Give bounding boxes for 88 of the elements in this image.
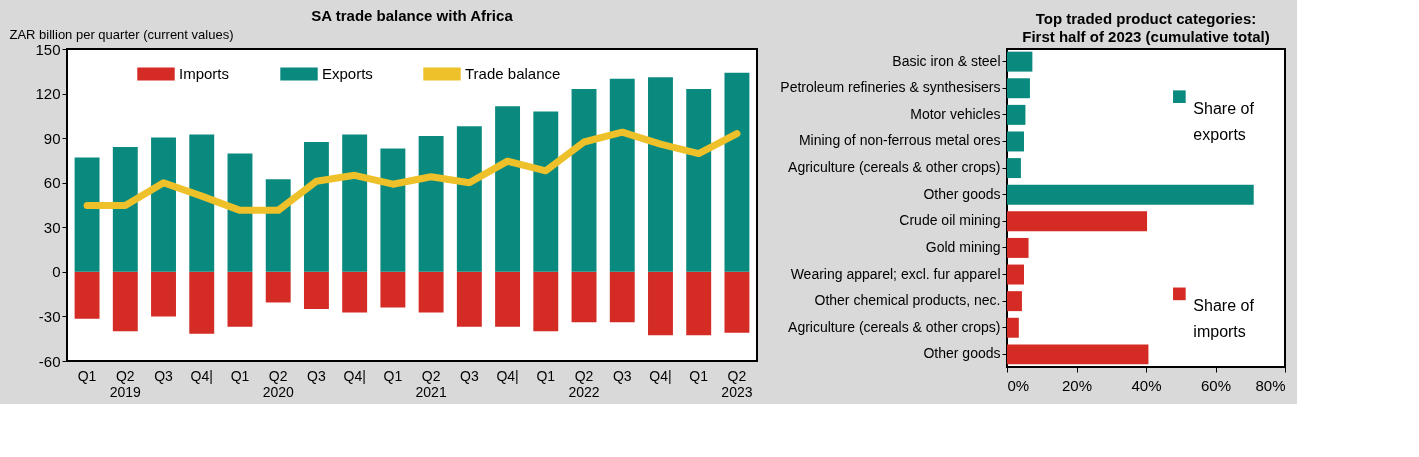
- bar: [74, 157, 100, 272]
- bar: [380, 148, 406, 272]
- bar: [648, 77, 673, 272]
- y-tick-label: Mining of non-ferrous metal ores: [798, 132, 1001, 149]
- bar: [265, 179, 291, 272]
- x-tick-label: Q1: [230, 367, 250, 384]
- legend-label: Trade balance: [465, 65, 561, 82]
- x-tick-label: Q2 2020: [262, 367, 294, 400]
- bar: [227, 271, 253, 327]
- x-tick-label: Q2 2021: [415, 367, 447, 400]
- x-tick-label: Q1: [536, 367, 556, 384]
- x-tick-label: Q3: [154, 367, 174, 384]
- x-tick-label: 0%: [1007, 376, 1030, 394]
- y-tick-label: 30: [43, 218, 61, 236]
- legend-label: Share of imports: [1193, 296, 1255, 340]
- y-tick-label: 60: [43, 174, 61, 192]
- bar: [648, 271, 673, 336]
- bar: [418, 136, 444, 272]
- y-tick-label: Other goods: [923, 185, 1001, 202]
- chart-title: SA trade balance with Africa: [311, 7, 514, 24]
- x-tick-label: Q2 2022: [568, 367, 600, 400]
- bar: [571, 89, 597, 272]
- y-tick-label: Agriculture (cereals & other crops): [788, 318, 1001, 335]
- bar: [609, 271, 635, 323]
- x-tick-label: Q4|: [496, 367, 519, 384]
- bar: [303, 271, 329, 309]
- bar: [227, 153, 253, 272]
- y-tick-label: Motor vehicles: [910, 105, 1001, 122]
- bar: [495, 106, 521, 272]
- y-tick-label: Other goods: [923, 345, 1001, 362]
- x-tick-label: 40%: [1131, 376, 1162, 394]
- y-tick-label: Wearing apparel; excl. fur apparel: [790, 265, 1001, 282]
- bar: [495, 271, 521, 327]
- x-tick-label: Q3: [612, 367, 632, 384]
- x-tick-label: Q2 2019: [109, 367, 142, 400]
- x-tick-label: Q1: [689, 367, 709, 384]
- x-tick-label: Q2 2023: [721, 367, 753, 400]
- bar: [189, 271, 215, 334]
- y-tick-label: -30: [38, 307, 61, 325]
- bar: [456, 126, 482, 272]
- bar: [380, 271, 406, 308]
- bar: [533, 111, 559, 272]
- bar: [112, 271, 138, 332]
- legend-label: Share of exports: [1193, 99, 1255, 143]
- y-tick-label: -60: [38, 352, 61, 370]
- bar: [74, 271, 100, 319]
- y-tick-label: Basic iron & steel: [892, 52, 1001, 69]
- bar: [342, 271, 368, 313]
- bar: [686, 271, 712, 336]
- x-tick-label: 80%: [1255, 376, 1286, 394]
- chart-subtitle: First half of 2023 (cumulative total): [1022, 28, 1270, 45]
- bar: [303, 142, 329, 272]
- x-tick-label: Q1: [77, 367, 97, 384]
- chart-title: Top traded product categories:: [1035, 10, 1257, 27]
- y-tick-label: Agriculture (cereals & other crops): [788, 159, 1001, 176]
- bar: [686, 89, 712, 272]
- bar: [571, 271, 597, 323]
- legend-label: Exports: [322, 65, 373, 82]
- x-tick-label: Q3: [460, 367, 479, 384]
- x-tick-label: Q4|: [190, 367, 213, 384]
- y-axis-title: ZAR billion per quarter (current values): [9, 26, 234, 42]
- bar: [724, 271, 750, 333]
- bar: [112, 147, 138, 272]
- y-tick-label: 120: [35, 85, 61, 103]
- bar: [151, 271, 176, 317]
- x-tick-label: Q3: [307, 367, 326, 384]
- bar: [189, 134, 215, 272]
- y-tick-label: 90: [43, 129, 61, 147]
- bar: [724, 72, 750, 272]
- x-tick-label: Q1: [383, 367, 403, 384]
- legend-label: Imports: [179, 65, 230, 82]
- y-tick-label: Crude oil mining: [899, 212, 1001, 229]
- y-tick-label: 0: [52, 263, 61, 281]
- x-tick-label: 20%: [1061, 376, 1093, 394]
- y-tick-label: Gold mining: [925, 238, 1001, 255]
- bar: [265, 271, 291, 303]
- bar: [151, 137, 176, 272]
- bar: [342, 134, 368, 272]
- y-tick-label: 150: [35, 40, 61, 58]
- bar: [533, 271, 559, 332]
- x-tick-label: Q4|: [343, 367, 366, 384]
- bar: [609, 78, 635, 272]
- bar: [418, 271, 444, 313]
- y-tick-label: Other chemical products, nec.: [814, 292, 1001, 309]
- y-tick-label: Petroleum refineries & synthesisers: [780, 79, 1001, 96]
- x-tick-label: Q4|: [649, 367, 672, 384]
- x-tick-label: 60%: [1200, 376, 1232, 394]
- bar: [456, 271, 482, 327]
